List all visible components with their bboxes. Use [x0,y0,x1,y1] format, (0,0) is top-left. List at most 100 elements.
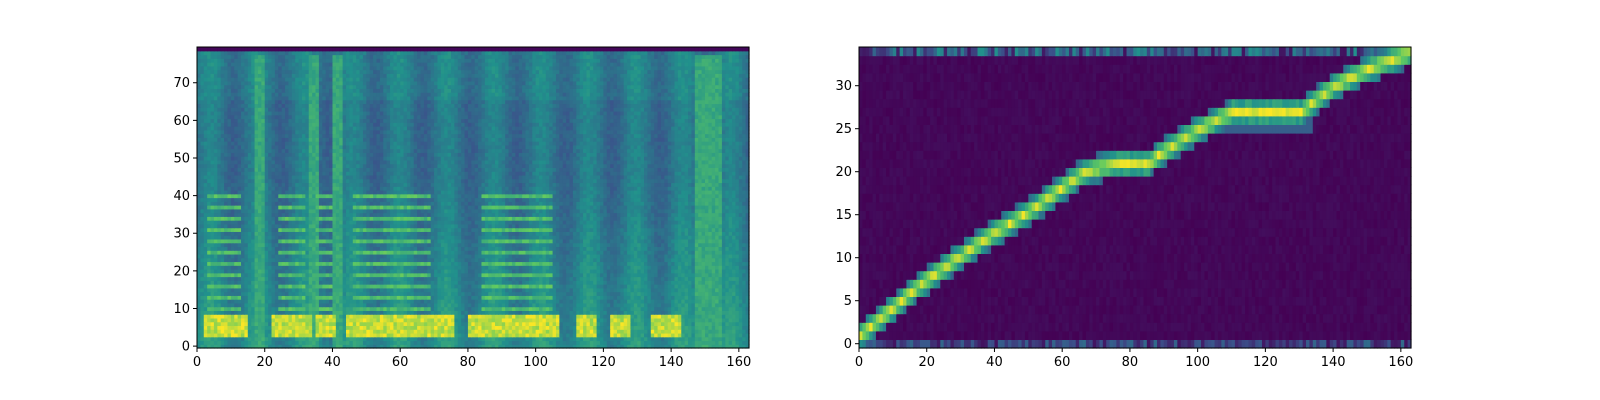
heatmap-cell [288,272,293,278]
heatmap-cell [708,257,713,263]
heatmap-cell [708,291,713,296]
heatmap-cell [440,295,445,300]
heatmap-cell [298,280,303,285]
heatmap-cell [454,314,459,319]
heatmap-cell [518,280,523,285]
heatmap-cell [213,306,218,311]
heatmap-cell [440,238,445,244]
heatmap-cell [681,276,686,281]
heatmap-cell [691,253,696,259]
heatmap-cell [329,314,334,319]
heatmap-cell [366,253,371,259]
heatmap-cell [488,306,493,311]
heatmap-cell [298,261,303,266]
heatmap-cell [291,321,296,327]
heatmap-cell [637,317,642,323]
heatmap-cell [660,261,665,266]
heatmap-cell [278,238,283,244]
heatmap-cell [579,280,584,285]
heatmap-cell [616,317,621,323]
heatmap-cell [207,272,212,278]
heatmap-cell [376,272,381,278]
heatmap-cell [654,325,659,330]
heatmap-cell [200,295,205,300]
heatmap-cell [667,272,672,278]
heatmap-cell [745,276,750,281]
heatmap-cell [278,268,283,274]
heatmap-cell [478,280,483,285]
heatmap-cell [383,250,388,255]
heatmap-cell [650,253,655,259]
heatmap-cell [718,242,723,248]
heatmap-cell [738,272,743,278]
heatmap-cell [708,284,713,289]
heatmap-cell [484,238,489,244]
heatmap-cell [511,253,516,259]
heatmap-cell [671,321,676,327]
heatmap-cell [630,276,635,281]
heatmap-cell [254,340,259,345]
heatmap-cell [677,287,682,293]
heatmap-cell [511,287,516,293]
heatmap-cell [528,340,533,345]
heatmap-cell [318,336,323,342]
heatmap-cell [332,344,337,349]
heatmap-cell [413,310,418,315]
heatmap-cell [308,246,313,251]
heatmap-cell [207,317,212,323]
heatmap-cell [315,317,320,323]
heatmap-cell [427,238,432,244]
heatmap-cell [623,268,628,274]
heatmap-cell [704,344,709,349]
heatmap-cell [427,325,432,330]
heatmap-cell [244,317,249,323]
heatmap-cell [616,295,621,300]
heatmap-cell [312,344,317,349]
heatmap-cell [552,276,557,281]
heatmap-cell [315,242,320,248]
heatmap-cell [376,265,381,270]
heatmap-cell [379,344,384,349]
heatmap-cell [701,310,706,315]
heatmap-cell [542,257,547,263]
heatmap-cell [335,302,340,308]
heatmap-cell [701,268,706,274]
heatmap-cell [254,329,259,334]
heatmap-cell [664,314,669,319]
heatmap-cell [660,250,665,255]
heatmap-cell [613,284,618,289]
heatmap-cell [346,238,350,244]
heatmap-cell [366,295,371,300]
heatmap-cell [305,344,310,349]
heatmap-cell [539,306,544,311]
heatmap-cell [359,272,364,278]
heatmap-cell [593,280,598,285]
heatmap-cell [268,253,273,259]
heatmap-cell [738,314,743,319]
heatmap-cell [572,332,577,338]
heatmap-cell [576,314,581,319]
heatmap-cell [257,242,262,248]
heatmap-cell [220,336,225,342]
heatmap-cell [660,336,665,342]
heatmap-cell [440,268,445,274]
heatmap-cell [478,272,483,278]
heatmap-cell [671,257,676,263]
heatmap-cell [583,280,588,285]
heatmap-cell [444,306,449,311]
heatmap-cell [237,314,242,319]
heatmap-cell [440,336,445,342]
heatmap-cell [268,272,273,278]
heatmap-cell [210,246,215,251]
heatmap-cell [251,276,256,281]
heatmap-cell [247,306,252,311]
heatmap-cell [349,246,354,251]
heatmap-cell [606,344,611,349]
heatmap-cell [247,344,252,349]
heatmap-cell [566,340,571,345]
heatmap-cell [369,257,374,263]
heatmap-cell [555,332,560,338]
heatmap-cell [484,272,489,278]
heatmap-cell [738,332,743,338]
heatmap-cell [315,299,320,304]
